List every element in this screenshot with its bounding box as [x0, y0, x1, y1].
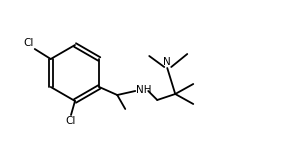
Text: Cl: Cl [24, 38, 34, 48]
Text: NH: NH [136, 85, 152, 95]
Text: N: N [163, 57, 171, 67]
Text: Cl: Cl [66, 116, 76, 126]
